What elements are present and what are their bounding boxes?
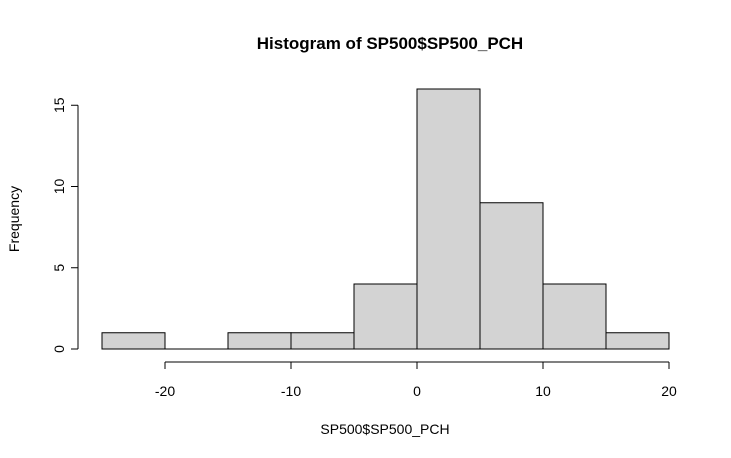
histogram-bar-8 bbox=[605, 332, 670, 350]
histogram-bar-3 bbox=[290, 332, 355, 350]
x-tick-label-4: 20 bbox=[661, 383, 677, 399]
y-tick-label-2: 10 bbox=[51, 179, 67, 195]
x-tick-label-1: -10 bbox=[281, 383, 301, 399]
y-tick-label-0: 0 bbox=[51, 345, 67, 353]
histogram-bar-0 bbox=[101, 332, 166, 350]
y-axis: 0 5 10 15 bbox=[51, 97, 79, 353]
x-tick-label-0: -20 bbox=[155, 383, 175, 399]
x-tick-label-2: 0 bbox=[413, 383, 421, 399]
histogram-bar-7 bbox=[542, 283, 607, 350]
y-tick-label-1: 5 bbox=[51, 264, 67, 272]
y-tick-label-3: 15 bbox=[51, 97, 67, 113]
histogram-bar-2 bbox=[227, 332, 292, 350]
histogram-bar-5 bbox=[416, 88, 481, 350]
histogram-bar-4 bbox=[353, 283, 418, 350]
x-axis: -20 -10 0 10 20 bbox=[155, 361, 677, 399]
bars-group bbox=[101, 88, 670, 350]
x-tick-label-3: 10 bbox=[535, 383, 551, 399]
chart-title: Histogram of SP500$SP500_PCH bbox=[257, 34, 523, 53]
histogram-bar-6 bbox=[479, 202, 544, 350]
x-axis-label: SP500$SP500_PCH bbox=[320, 421, 449, 437]
y-axis-label: Frequency bbox=[6, 186, 22, 252]
